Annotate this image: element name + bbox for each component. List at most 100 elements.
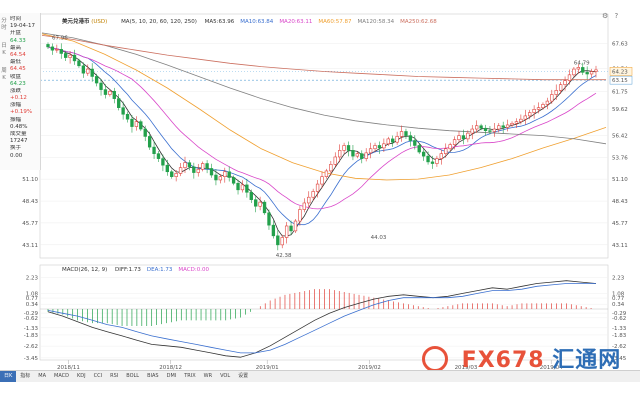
tab-intraday[interactable]: 分时 (1, 18, 7, 31)
macd-dea-line (47, 283, 596, 354)
info-label: 换手 (10, 145, 22, 152)
settings-icon[interactable]: ⚙ (602, 12, 609, 20)
price-annotations: 67.96 42.38 64.79 44.03 (52, 36, 590, 259)
candle-body (391, 138, 395, 143)
window-controls: ⚙ ? (598, 12, 618, 20)
help-icon[interactable]: ? (614, 12, 619, 20)
candle-body (178, 167, 183, 174)
candle-body (563, 80, 567, 85)
candle-body (338, 150, 342, 158)
toolbar-item[interactable]: 指标 (20, 373, 31, 379)
macd-diff-line (47, 280, 597, 358)
toolbar-item[interactable]: RSI (110, 373, 119, 379)
tab-weekly-k[interactable]: 周K (1, 68, 7, 81)
info-value: +0.19% (10, 109, 33, 116)
ma-line-ma10 (47, 46, 597, 226)
info-label: 成交量 (10, 131, 27, 137)
candle-body (196, 168, 200, 173)
info-label: 开盘 (10, 30, 22, 37)
candle-body (444, 148, 448, 154)
info-value: 0.48% (10, 123, 28, 130)
toolbar-item[interactable]: VOL (220, 373, 231, 379)
price-tick-right: 53.76 (612, 155, 628, 161)
candle-body (479, 125, 483, 129)
candle-body (152, 146, 156, 154)
toolbar-item[interactable]: DMI (166, 373, 177, 379)
macd-histogram (47, 289, 592, 326)
toolbar-item[interactable]: BOLL (126, 373, 140, 379)
toolbar-item[interactable]: KDJ (77, 373, 86, 379)
candle-body (94, 76, 99, 84)
candle-body (156, 153, 161, 159)
date-label: 2018/11 (57, 365, 80, 371)
tab-daily-k[interactable]: 日K (1, 43, 7, 56)
candle-body (382, 143, 386, 149)
candle-body (324, 170, 329, 177)
candle-body (68, 54, 72, 58)
candle-body (373, 145, 377, 150)
candle-body (408, 135, 413, 141)
price-tick-right: 43.11 (612, 243, 628, 249)
macd-axis-right: 2.23 1.080.770.34 -0.29-0.62 -1.33-1.83 -2.6… (612, 275, 627, 361)
macd-tick-left: 1.08 (26, 292, 39, 298)
instrument-name: 美元兑港币 (USD) (62, 19, 108, 25)
candle-body (209, 168, 214, 176)
toolbar-item[interactable]: BIAS (147, 373, 159, 379)
info-label: 振幅 (10, 116, 22, 123)
candle-body (280, 237, 284, 246)
candle-body (77, 60, 81, 67)
candle-body (249, 191, 253, 200)
candle-body (302, 202, 306, 210)
candlestick-series (46, 42, 598, 251)
candle-body (298, 209, 302, 222)
candle-body (497, 125, 501, 130)
candle-body (554, 90, 558, 95)
toolbar-item[interactable]: MACD (54, 373, 70, 379)
candle-body (307, 196, 311, 204)
price-frame (39, 13, 609, 259)
candle-body (528, 112, 532, 117)
candle-body (134, 121, 139, 127)
candle-body (276, 235, 280, 246)
toolbar-item[interactable]: TRIX (184, 373, 196, 379)
candle-body (192, 166, 196, 173)
toolbar-item[interactable]: WR (203, 373, 213, 379)
candle-body (311, 191, 315, 198)
toolbar-item[interactable]: MA (38, 373, 47, 379)
toolbar-item[interactable]: CCI (93, 373, 103, 379)
watermark-logo-icon (422, 346, 448, 372)
ma-value: MA10:63.84 (240, 19, 274, 25)
candle-body (545, 100, 550, 105)
toolbar-item[interactable]: 日K (0, 371, 17, 382)
candle-body (342, 145, 346, 151)
price-tick-left: 48.43 (22, 199, 38, 205)
info-label: 最低 (10, 59, 22, 66)
candle-body (64, 53, 68, 58)
current-price-box (609, 75, 633, 85)
macd-value: DEA:1.73 (146, 267, 173, 273)
macd-tick-left: -1.33 (24, 326, 39, 332)
info-value: 64.45 (10, 66, 26, 73)
candle-body (125, 113, 130, 120)
candle-body (572, 68, 576, 76)
candle-body (254, 199, 258, 207)
candle-body (50, 46, 55, 51)
candle-body (452, 139, 457, 145)
macd-tick-right: -3.45 (612, 356, 627, 362)
candle-body (435, 158, 439, 164)
macd-tick-left: -3.45 (24, 356, 39, 362)
price-tick-right: 56.42 (612, 133, 628, 139)
date-label: 2019/02 (358, 365, 381, 371)
macd-title-bar: MACD(26, 12, 9) DIFF:1.73 DEA:1.73 MACD:0.… (62, 267, 221, 277)
info-value: 19-04-17 (10, 23, 35, 30)
info-label: 涨跌 (10, 87, 22, 94)
macd-tick-right: 0.77 (612, 296, 625, 302)
candle-body (594, 69, 598, 72)
macd-tick-left: -1.83 (24, 333, 39, 339)
ma-line-ma20 (47, 46, 597, 210)
low-annotation: 42.38 (276, 253, 292, 259)
candle-body (505, 124, 510, 128)
price-tick-right: 45.77 (612, 221, 628, 227)
toolbar-item[interactable]: 设置 (238, 373, 249, 379)
date-axis: 2018/11 2018/12 2019/01 2019/02 2019/03 2019/… (57, 360, 563, 371)
